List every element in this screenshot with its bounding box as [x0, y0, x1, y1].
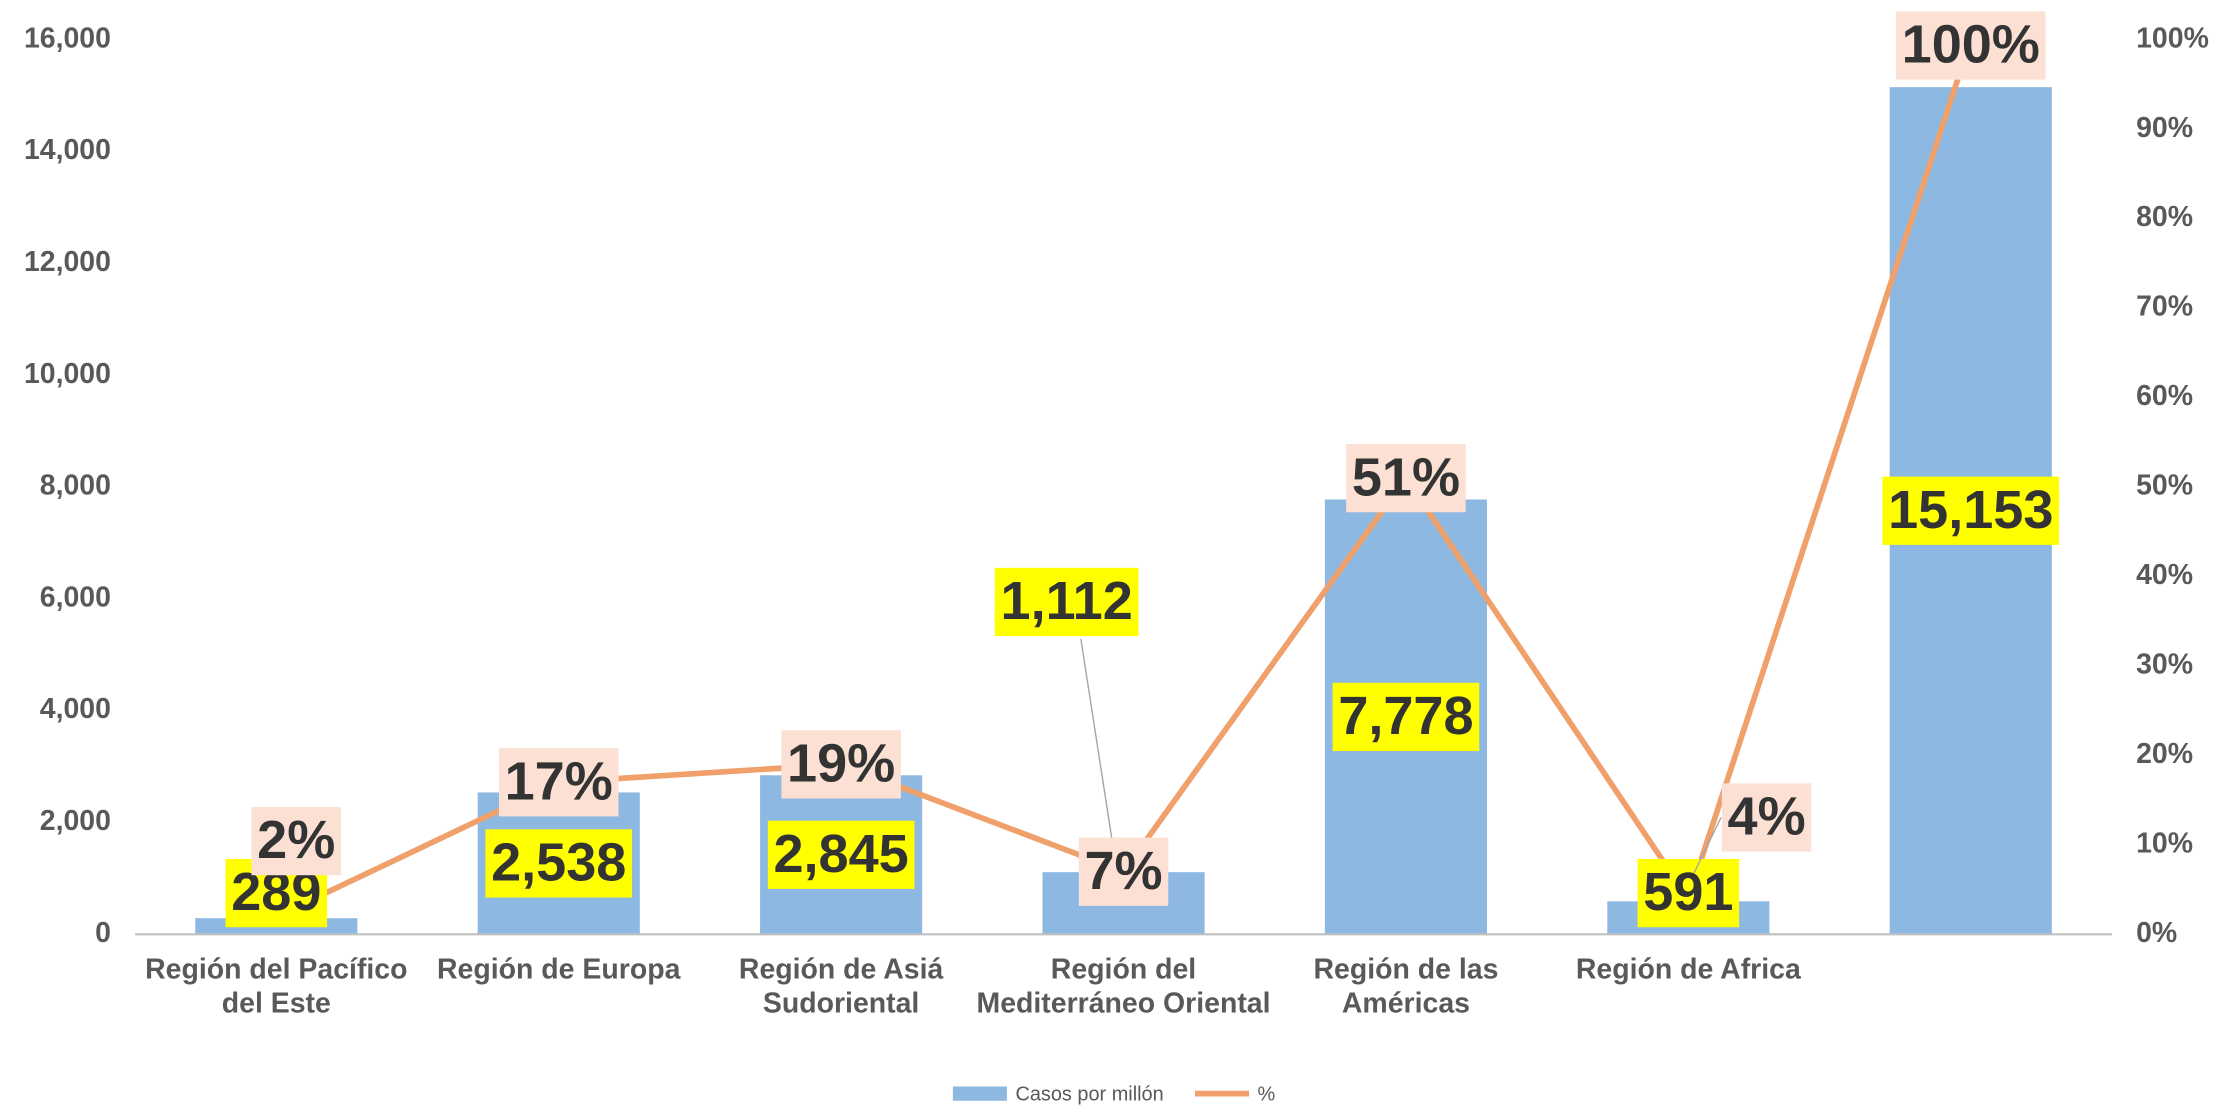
y2-tick-label: 60%: [2136, 380, 2193, 412]
x-tick-slot: Región de Asiá Sudoriental: [738, 954, 944, 1020]
legend-label: %: [1258, 1083, 1276, 1105]
x-tick-label: Región de Africa: [1575, 954, 1801, 986]
data-label: 2%: [257, 810, 335, 870]
label-box: [498, 748, 619, 817]
label-box: [1346, 444, 1466, 513]
x-tick-label: Región de Asiá Sudoriental: [738, 954, 944, 1020]
label-box: [1721, 783, 1812, 852]
y2-tick-label: 40%: [2136, 559, 2193, 591]
y2-tick-label: 20%: [2136, 738, 2193, 770]
y-tick-label: 4,000: [40, 693, 111, 725]
data-label: 7%: [1084, 841, 1162, 901]
legend: Casos por millón%: [952, 1083, 1276, 1105]
x-tick-slot: Región del Mediterráneo Oriental: [976, 954, 1271, 1020]
x-tick-slot: Región del Pacífico del Este: [145, 954, 408, 1020]
y2-tick-label: 0%: [2136, 917, 2177, 949]
label-box: [994, 567, 1139, 637]
data-label: 2,538: [491, 833, 626, 893]
y2-tick-label: 90%: [2136, 112, 2193, 144]
x-tick-label: Región de las Américas: [1313, 954, 1499, 1020]
x-tick-slot: Región de Europa: [437, 954, 681, 986]
data-label: 1,112: [1001, 571, 1133, 631]
label-box: [1332, 682, 1480, 752]
y2-tick-label: 100%: [2136, 22, 2209, 54]
legend-label: Casos por millón: [1015, 1083, 1163, 1105]
y2-tick-label: 70%: [2136, 291, 2193, 323]
data-label: 591: [1643, 862, 1733, 922]
label-box: [1637, 858, 1740, 928]
y-tick-label: 8,000: [40, 470, 111, 502]
x-tick-label: Región del Mediterráneo Oriental: [976, 954, 1271, 1020]
label-box: [1078, 837, 1169, 906]
y-tick-label: 10,000: [24, 358, 111, 390]
y-tick-label: 0: [95, 917, 111, 949]
y-tick-label: 2,000: [40, 805, 111, 837]
data-label: 15,153: [1888, 480, 2053, 540]
y-tick-label: 16,000: [24, 22, 111, 54]
y2-tick-label: 10%: [2136, 827, 2193, 859]
x-tick-slot: Región de Africa: [1575, 954, 1801, 986]
label-box: [1882, 476, 2060, 545]
label-box: [1895, 11, 2046, 80]
y-tick-label: 12,000: [24, 246, 111, 278]
data-label: 19%: [787, 734, 895, 794]
y2-tick-label: 50%: [2136, 470, 2193, 502]
y-tick-label: 14,000: [24, 134, 111, 166]
y2-tick-label: 80%: [2136, 201, 2193, 233]
y-tick-label: 6,000: [40, 581, 111, 613]
data-label: 51%: [1352, 447, 1460, 507]
data-label: 17%: [505, 751, 613, 811]
label-box: [781, 730, 901, 799]
label-box: [485, 829, 633, 898]
legend-swatch: [952, 1086, 1007, 1101]
data-label: 7,778: [1338, 686, 1473, 746]
x-tick-label: Región del Pacífico del Este: [145, 954, 408, 1020]
data-label: 100%: [1902, 15, 2040, 75]
leader-line: [1080, 638, 1113, 841]
x-tick-label: Región de Europa: [437, 954, 681, 986]
label-box: [251, 806, 341, 876]
x-tick-slot: Región de las Américas: [1313, 954, 1499, 1020]
leader-line: [1693, 817, 1722, 874]
data-label: 4%: [1728, 787, 1806, 847]
data-label: 2,845: [774, 824, 909, 884]
y2-tick-label: 30%: [2136, 649, 2193, 681]
label-box: [767, 820, 915, 889]
